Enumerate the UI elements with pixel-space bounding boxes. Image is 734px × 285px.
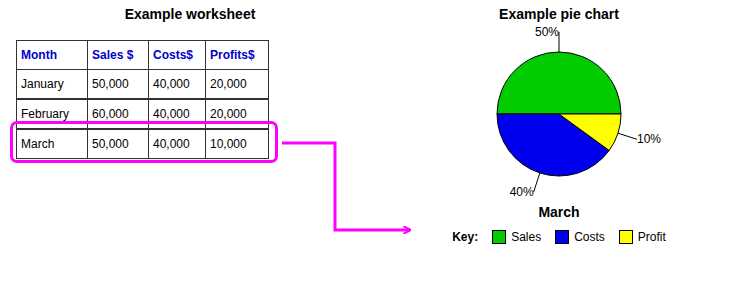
- html-text:Example pie chart: Example pie chart: [499, 6, 619, 22]
- html-text:40,000: 40,000: [153, 77, 190, 91]
- html-text:February: February: [21, 107, 69, 121]
- html-text:Sales: Sales: [511, 230, 542, 244]
- html-text:50,000: 50,000: [92, 137, 129, 151]
- html-text:Profit: Profit: [637, 230, 666, 244]
- html-text:50,000: 50,000: [92, 77, 129, 91]
- svg-text:10%: 10%: [637, 132, 661, 146]
- html-text:Costs: Costs: [574, 230, 605, 244]
- svg-text:40%: 40%: [510, 185, 534, 199]
- html-text:20,000: 20,000: [210, 107, 247, 121]
- html-text:40,000: 40,000: [153, 137, 190, 151]
- html-text:60,000: 60,000: [92, 107, 129, 121]
- svg-text:50%: 50%: [535, 25, 559, 39]
- html-text:March: March: [21, 137, 55, 151]
- html-text:March: March: [538, 204, 580, 220]
- html-text:20,000: 20,000: [210, 77, 247, 91]
- html-text:10,000: 10,000: [210, 137, 247, 151]
- html-text:January: January: [21, 77, 64, 91]
- html-text:Profits$: Profits$: [210, 48, 255, 62]
- html-text:Costs$: Costs$: [153, 48, 193, 62]
- html-text:Sales $: Sales $: [92, 48, 134, 62]
- html-text:Key:: Key:: [452, 230, 479, 244]
- html-text:Example worksheet: Example worksheet: [124, 6, 256, 22]
- html-text:Month: Month: [21, 48, 57, 62]
- html-text:40,000: 40,000: [153, 107, 190, 121]
